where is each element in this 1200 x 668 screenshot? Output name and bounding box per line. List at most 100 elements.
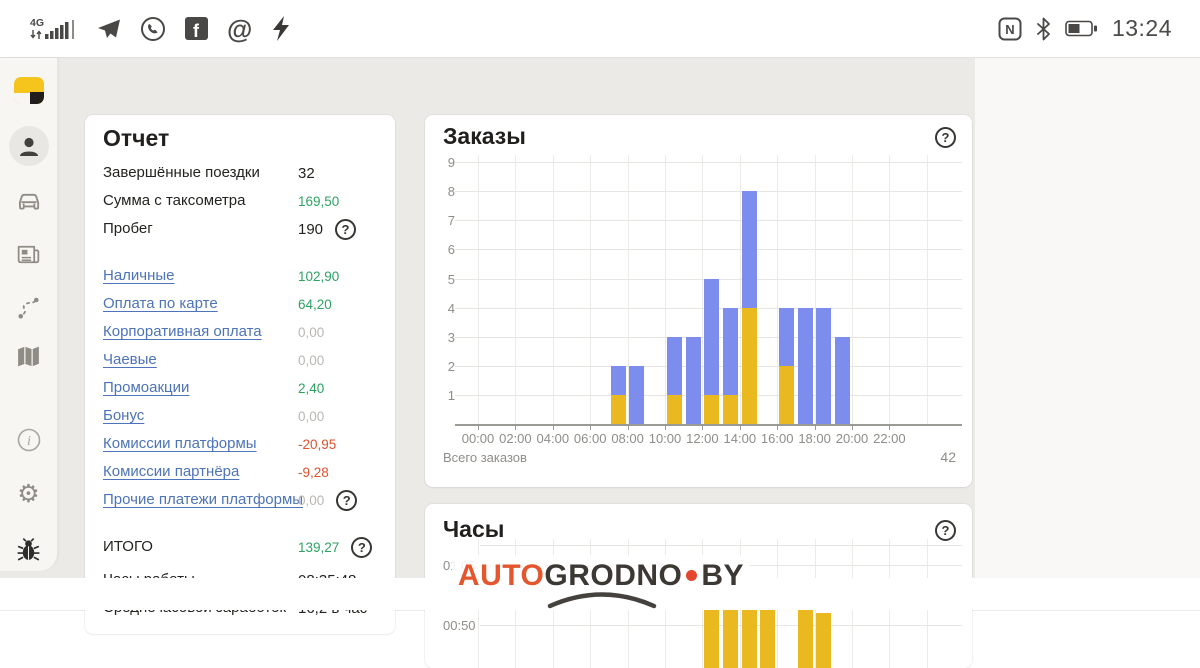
y-axis-tick-label: 7 — [447, 213, 455, 229]
sidebar-item-settings[interactable]: ⚙ — [0, 482, 57, 507]
x-axis-tickmark — [814, 425, 816, 430]
x-axis-tickmark — [552, 425, 554, 430]
vertical-gridline — [777, 155, 779, 424]
orders-bar-blue — [741, 191, 757, 308]
y-axis-tick-label: 3 — [447, 329, 455, 345]
y-axis-tick-label: 4 — [447, 300, 455, 316]
orders-panel: Заказы ? 1 2 3 4 5 6 7 8 9 00:00 02:00 04:00 06:00 08… — [425, 115, 972, 487]
report-row-label: ИТОГО — [103, 538, 153, 555]
empty-right-area — [975, 58, 1200, 579]
hours-title: Часы — [443, 516, 505, 542]
vertical-gridline — [814, 155, 816, 424]
sidebar-item-route[interactable] — [0, 295, 57, 322]
bluetooth-icon — [1036, 17, 1051, 41]
y-axis-tick-label: 1 — [447, 387, 455, 403]
x-axis-tickmark — [665, 425, 666, 430]
info-icon: i — [17, 428, 40, 452]
orders-bar-blue — [629, 365, 645, 424]
profile-icon — [8, 126, 49, 166]
x-axis-tick-label: 04:00 — [536, 431, 570, 446]
clock: 13:24 — [1111, 15, 1172, 41]
orders-bar-yellow — [610, 394, 626, 424]
y-axis-tick-label: 2 — [447, 358, 455, 374]
x-axis-tick-label: 22:00 — [873, 431, 906, 446]
report-title: Отчет — [103, 125, 170, 151]
report-link-label[interactable]: Комиссии платформы — [103, 435, 257, 452]
x-axis-tick-label: 08:00 — [611, 431, 644, 446]
report-link-row: Корпоративная оплата 0,00 — [85, 321, 395, 343]
vertical-gridline — [852, 155, 853, 424]
report-link-label[interactable]: Комиссии партнёра — [103, 463, 240, 480]
report-link-row: Промоакции 2,40 — [85, 377, 395, 399]
x-axis-tickmark — [852, 425, 853, 430]
report-link-row: Бонус 0,00 — [85, 405, 395, 427]
watermark-dot-icon — [686, 570, 698, 581]
report-link-label[interactable]: Промоакции — [103, 379, 190, 396]
status-bar-right: N 13:24 — [998, 0, 1172, 57]
report-row-value: 169,50 — [298, 193, 340, 209]
sidebar-item-map[interactable] — [0, 343, 57, 370]
news-icon — [17, 245, 40, 264]
orders-total-value: 42 — [940, 449, 956, 465]
report-link-label[interactable]: Бонус — [103, 407, 145, 424]
orders-bar-blue — [835, 336, 851, 424]
route-icon — [18, 297, 39, 319]
x-axis-line — [455, 424, 962, 426]
report-link-row: Наличные 102,90 — [85, 265, 395, 287]
vertical-gridline — [552, 155, 554, 424]
watermark-part2: GRODNO — [544, 558, 683, 592]
report-link-label[interactable]: Чаевые — [103, 351, 157, 368]
report-link-label[interactable]: Оплата по карте — [103, 295, 218, 312]
report-row-label: Пробег — [103, 220, 153, 237]
watermark: AUTO GRODNO BY — [452, 555, 750, 596]
orders-bar-blue — [722, 307, 738, 395]
sidebar-item-news[interactable] — [0, 241, 57, 268]
orders-bar-yellow — [779, 365, 795, 424]
report-row-value: -20,95 — [298, 436, 337, 452]
vertical-gridline — [515, 155, 517, 424]
sidebar-item-profile[interactable] — [0, 126, 57, 166]
report-row-value: 2,40 — [298, 380, 325, 396]
help-icon[interactable]: ? — [336, 489, 358, 511]
x-axis-tick-label: 10:00 — [648, 431, 682, 446]
gear-icon: ⚙ — [17, 480, 40, 508]
report-row-value: 64,20 — [298, 296, 332, 312]
svg-text:i: i — [27, 434, 31, 449]
x-axis-tick-label: 20:00 — [835, 431, 869, 446]
x-axis-tickmark — [590, 425, 592, 430]
horizontal-gridline — [480, 625, 962, 626]
x-axis-tickmark — [889, 425, 891, 430]
report-row-label: Завершённые поездки — [103, 164, 260, 181]
hours-help-icon[interactable]: ? — [935, 520, 956, 541]
report-row-value: 0,00 — [298, 352, 325, 368]
yandex-pro-logo-icon — [13, 77, 44, 104]
orders-help-icon[interactable]: ? — [935, 127, 956, 148]
help-icon[interactable]: ? — [335, 218, 357, 240]
vertical-gridline — [739, 155, 741, 424]
orders-bar-blue — [666, 336, 682, 395]
horizontal-gridline — [480, 545, 962, 546]
x-axis-tick-label: 18:00 — [798, 431, 831, 446]
orders-bar-yellow — [704, 394, 720, 424]
battery-icon — [1065, 20, 1098, 37]
sidebar-item-car[interactable] — [0, 186, 57, 214]
orders-chart: 1 2 3 4 5 6 7 8 9 00:00 02:00 04:00 06:00 08:00 10:00 1… — [425, 115, 972, 487]
x-axis-tickmark — [627, 425, 629, 430]
horizontal-gridline — [455, 249, 962, 251]
report-link-label[interactable]: Наличные — [103, 267, 175, 284]
help-icon[interactable]: ? — [351, 536, 373, 558]
x-axis-tickmark — [777, 425, 779, 430]
orders-bar-blue — [816, 307, 832, 424]
sidebar-item-info[interactable]: i — [0, 427, 57, 453]
vertical-gridline — [665, 155, 666, 424]
orders-bar-yellow — [666, 394, 682, 424]
viber-icon — [140, 16, 166, 42]
report-row-value: 102,90 — [298, 268, 340, 284]
report-link-label[interactable]: Прочие платежи платформы — [103, 491, 304, 508]
app-logo[interactable] — [0, 77, 57, 104]
sidebar-item-bug-report[interactable] — [0, 537, 57, 564]
report-link-label[interactable]: Корпоративная оплата — [103, 323, 262, 340]
orders-bar-blue — [610, 365, 626, 395]
report-row-value: 0,00 — [298, 492, 325, 508]
report-total-row: ИТОГО 139,27? — [85, 536, 395, 558]
